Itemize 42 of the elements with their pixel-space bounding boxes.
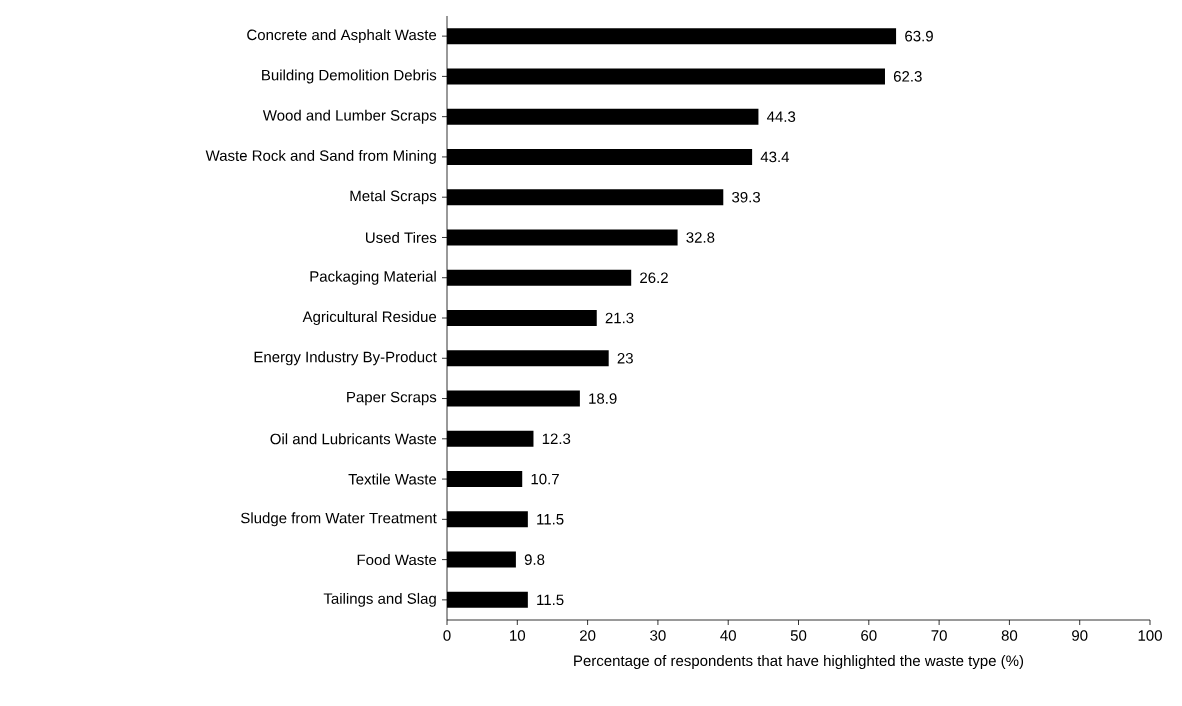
x-tick-label: 70	[931, 630, 947, 641]
x-tick-label: 0	[443, 630, 451, 641]
x-tick-label: 50	[790, 630, 807, 641]
data-label: 23	[617, 352, 633, 364]
x-tick-label: 20	[580, 630, 596, 641]
y-tick-label: Tailings and Slag	[323, 592, 436, 607]
x-axis-title: Percentage of respondents that have highlighted the waste type (%)	[574, 655, 1024, 669]
data-label: 44.3	[766, 111, 796, 122]
x-tick-label: 60	[861, 630, 877, 641]
y-tick-label: Oil and Lubricants Waste	[270, 433, 437, 445]
data-label: 9.8	[524, 554, 545, 565]
data-label: 18.9	[589, 393, 617, 404]
data-label: 39.3	[732, 191, 761, 203]
data-label: 63.9	[905, 30, 933, 42]
data-label: 10.7	[531, 473, 559, 485]
y-tick-label: Wood and Lumber Scraps	[262, 109, 437, 124]
y-tick-label: Metal Scraps	[350, 190, 437, 205]
data-label: 32.8	[686, 232, 715, 243]
y-tick-label: Paper Scraps	[347, 391, 437, 406]
y-tick-label: Concrete and Asphalt Waste	[247, 29, 437, 44]
data-label: 26.2	[640, 272, 668, 284]
x-tick-label: 80	[1001, 630, 1018, 641]
y-tick-label: Agricultural Residue	[302, 311, 437, 325]
x-tick-label: 30	[650, 630, 666, 641]
y-tick-label: Textile Waste	[348, 473, 437, 485]
y-tick-label: Sludge from Water Treatment	[241, 512, 437, 527]
y-tick-label: Building Demolition Debris	[262, 69, 437, 84]
x-tick-label: 90	[1072, 630, 1088, 641]
x-tick-label: 100	[1138, 630, 1162, 641]
data-label: 43.4	[760, 151, 790, 163]
x-tick-label: 10	[510, 630, 526, 641]
data-label: 11.5	[537, 594, 564, 606]
x-tick-label: 40	[720, 630, 736, 641]
data-label: 11.5	[537, 514, 564, 525]
y-tick-label: Energy Industry By-Product	[254, 351, 437, 366]
data-label: 21.3	[605, 312, 634, 324]
data-label: 12.3	[542, 433, 571, 445]
data-label: 62.3	[893, 71, 922, 82]
y-tick-label: Packaging Material	[310, 270, 436, 285]
y-tick-label: Food Waste	[357, 554, 437, 566]
y-tick-label: Waste Rock and Sand from Mining	[205, 149, 436, 164]
y-tick-label: Used Tires	[366, 231, 437, 243]
